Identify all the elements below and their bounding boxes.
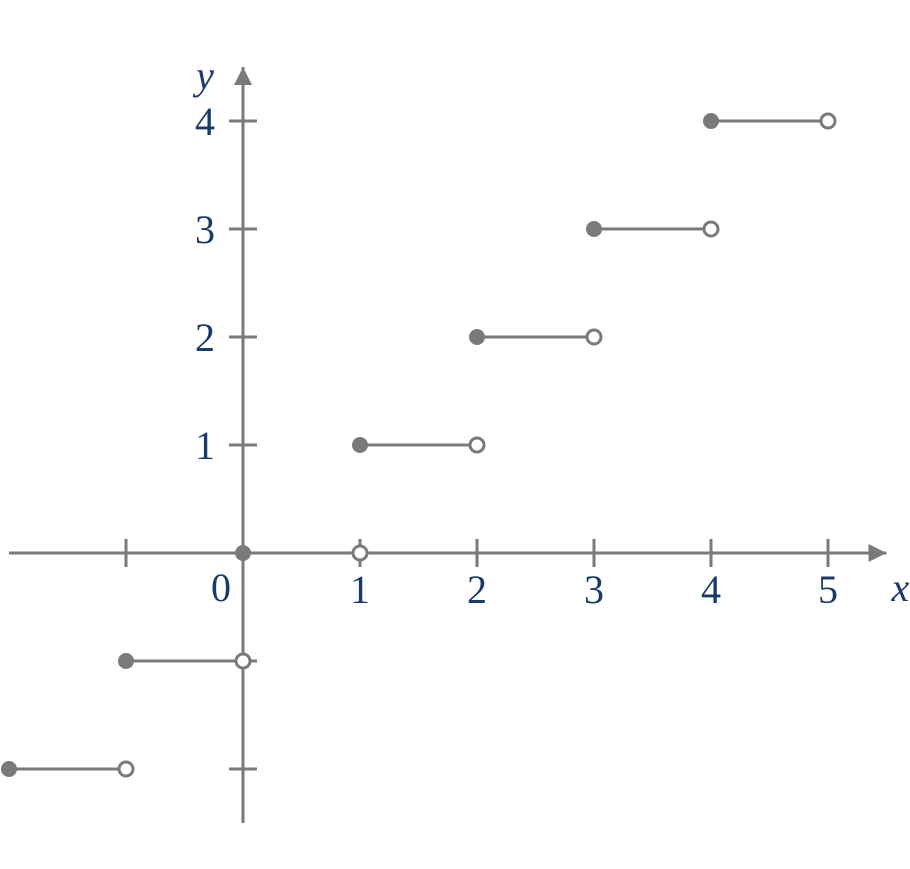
open-endpoint — [353, 546, 367, 560]
x-axis-label: x — [891, 565, 910, 610]
open-endpoint — [236, 654, 250, 668]
closed-endpoint — [236, 546, 250, 560]
y-tick-label: 1 — [195, 423, 215, 468]
x-tick-label: 5 — [818, 567, 838, 612]
origin-label: 0 — [211, 565, 231, 610]
closed-endpoint — [119, 654, 133, 668]
x-tick-label: 3 — [584, 567, 604, 612]
y-axis-label: y — [192, 53, 214, 98]
open-endpoint — [704, 222, 718, 236]
open-endpoint — [587, 330, 601, 344]
open-endpoint — [119, 762, 133, 776]
closed-endpoint — [353, 438, 367, 452]
y-axis-arrow — [234, 67, 252, 85]
x-tick-label: 4 — [701, 567, 721, 612]
open-endpoint — [470, 438, 484, 452]
x-tick-label: 2 — [467, 567, 487, 612]
closed-endpoint — [470, 330, 484, 344]
y-tick-label: 3 — [195, 207, 215, 252]
step-function-chart: 1 2 3 4 5 1 2 3 4 0 x y — [0, 0, 910, 869]
closed-endpoint — [704, 114, 718, 128]
open-endpoint — [821, 114, 835, 128]
x-tick-label: 1 — [350, 567, 370, 612]
x-axis-arrow — [869, 544, 887, 562]
chart-svg: 1 2 3 4 5 1 2 3 4 0 x y — [0, 0, 910, 869]
closed-endpoint — [587, 222, 601, 236]
y-tick-label: 2 — [195, 315, 215, 360]
closed-endpoint — [2, 762, 16, 776]
y-tick-label: 4 — [195, 99, 215, 144]
